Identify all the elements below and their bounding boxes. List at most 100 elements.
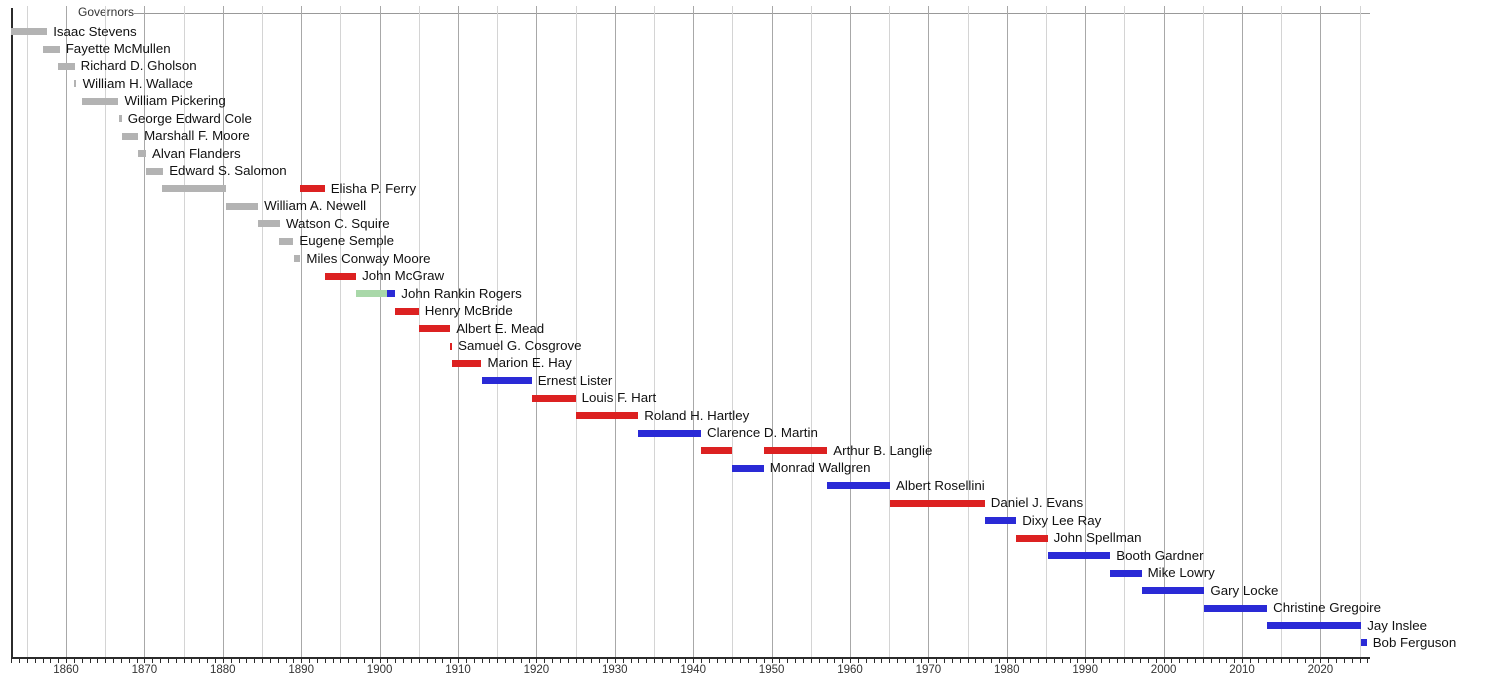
axis-tick-2008 xyxy=(1226,658,1228,663)
axis-tick-1966 xyxy=(897,658,898,663)
axis-tick-1969 xyxy=(920,658,922,663)
axis-year-label-1870: 1870 xyxy=(131,664,158,676)
axis-tick-1934 xyxy=(646,658,648,663)
axis-tick-2007 xyxy=(1218,658,1220,663)
governor-name-label: Henry McBride xyxy=(424,303,513,318)
term-bar-democratic xyxy=(732,464,764,472)
axis-tick-1889 xyxy=(293,658,295,663)
axis-tick-1859 xyxy=(58,658,60,663)
governor-name-label: Watson C. Squire xyxy=(286,215,390,231)
axis-tick-1964 xyxy=(881,658,883,663)
term-bar-democratic xyxy=(387,290,396,297)
axis-tick-1908 xyxy=(442,658,444,663)
axis-tick-1891 xyxy=(309,658,310,663)
term-bar-territorial xyxy=(81,97,119,105)
axis-tick-1893 xyxy=(324,658,326,663)
governor-name-label: Mike Lowry xyxy=(1147,565,1215,581)
axis-tick-1972 xyxy=(944,658,946,663)
axis-tick-2012 xyxy=(1257,658,1259,663)
governor-name-label: William H. Wallace xyxy=(82,75,193,91)
x-axis-line xyxy=(11,656,1370,659)
term-bar-republican xyxy=(324,272,357,280)
axis-tick-1876 xyxy=(191,658,193,663)
gridline-2010 xyxy=(1242,6,1243,657)
axis-tick-1914 xyxy=(489,658,491,663)
term-bar-territorial xyxy=(146,167,164,175)
term-bar-populist xyxy=(356,290,388,297)
term-bar-territorial xyxy=(122,132,139,140)
axis-tick-1856 xyxy=(34,658,36,663)
gridline-1960 xyxy=(850,6,851,657)
axis-tick-1890 xyxy=(301,658,303,663)
gridline-2005 xyxy=(1202,6,1204,657)
axis-tick-1929 xyxy=(607,658,608,663)
governor-name-label: Richard D. Gholson xyxy=(80,58,197,74)
axis-tick-1875 xyxy=(183,658,185,663)
gridline-1875 xyxy=(183,6,185,657)
axis-tick-1983 xyxy=(1030,658,1032,663)
axis-tick-1895 xyxy=(340,658,342,663)
gridline-1880 xyxy=(222,6,224,657)
term-bar-territorial xyxy=(279,237,294,245)
term-bar-democratic xyxy=(1361,639,1367,647)
title-rule-line xyxy=(134,13,1370,14)
axis-tick-1909 xyxy=(450,658,452,663)
axis-tick-1898 xyxy=(363,658,365,663)
axis-year-label-1880: 1880 xyxy=(210,664,236,676)
gridline-2015 xyxy=(1281,6,1283,657)
term-bar-democratic xyxy=(1141,587,1205,594)
axis-tick-1996 xyxy=(1132,658,1134,663)
axis-tick-2016 xyxy=(1289,658,1290,663)
governor-name-label: Albert E. Mead xyxy=(456,320,545,336)
axis-tick-1864 xyxy=(97,658,99,663)
axis-tick-1880 xyxy=(222,658,224,663)
axis-tick-1988 xyxy=(1069,658,1071,663)
axis-tick-1963 xyxy=(873,658,875,663)
axis-tick-1940 xyxy=(693,658,695,663)
axis-tick-1937 xyxy=(669,658,671,663)
gridline-1990 xyxy=(1085,6,1087,657)
axis-year-label-1960: 1960 xyxy=(837,664,863,676)
gridline-2000 xyxy=(1163,6,1165,657)
gridline-1935 xyxy=(654,6,655,657)
axis-tick-1928 xyxy=(599,658,601,663)
gridline-1955 xyxy=(810,6,812,657)
axis-tick-1995 xyxy=(1124,658,1126,663)
axis-tick-1857 xyxy=(42,658,44,663)
governor-name-label: George Edward Cole xyxy=(127,110,252,126)
axis-year-label-1920: 1920 xyxy=(523,664,550,676)
axis-tick-1899 xyxy=(371,658,373,663)
axis-tick-2026 xyxy=(1367,658,1369,663)
axis-tick-1879 xyxy=(215,658,216,663)
gridline-1915 xyxy=(497,6,499,657)
axis-tick-1883 xyxy=(246,658,248,663)
axis-tick-1920 xyxy=(536,658,538,663)
axis-year-label-2000: 2000 xyxy=(1150,664,1177,676)
axis-tick-2009 xyxy=(1234,658,1236,663)
term-bar-republican xyxy=(300,185,325,193)
axis-tick-1984 xyxy=(1038,658,1040,663)
governor-name-label: Marshall F. Moore xyxy=(144,128,250,144)
gridline-1980 xyxy=(1006,6,1008,657)
gridline-1975 xyxy=(967,6,969,657)
governor-name-label: Daniel J. Evans xyxy=(990,495,1084,511)
gridline-1885 xyxy=(262,6,263,657)
gridline-1870 xyxy=(144,6,146,657)
axis-tick-1951 xyxy=(779,658,781,663)
governor-name-label: Alvan Flanders xyxy=(152,145,241,161)
axis-tick-1941 xyxy=(701,658,702,663)
axis-tick-2011 xyxy=(1249,658,1251,663)
axis-year-label-2010: 2010 xyxy=(1229,664,1255,676)
axis-tick-1867 xyxy=(120,658,122,663)
gridline-1925 xyxy=(575,6,577,657)
term-bar-democratic xyxy=(1110,569,1142,577)
governor-name-label: Albert Rosellini xyxy=(896,477,985,493)
gridline-1865 xyxy=(105,6,107,657)
axis-tick-1987 xyxy=(1061,658,1063,663)
axis-year-label-2020: 2020 xyxy=(1307,664,1334,676)
axis-tick-1994 xyxy=(1116,658,1118,663)
axis-tick-1896 xyxy=(348,658,350,663)
governor-name-label: Elisha P. Ferry xyxy=(330,180,417,196)
term-bar-republican xyxy=(531,394,576,402)
governor-name-label: Gary Locke xyxy=(1210,582,1279,598)
